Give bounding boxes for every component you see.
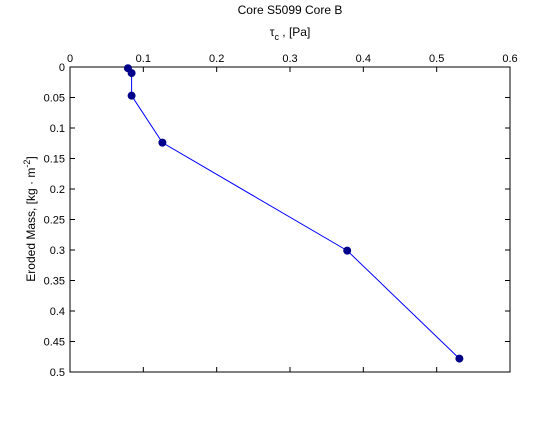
y-tick-label: 0.25 — [44, 215, 65, 227]
plot-area — [69, 66, 511, 373]
x-axis-label-symbol: τ — [270, 25, 275, 39]
y-tick-label: 0.35 — [44, 276, 65, 288]
x-tick-label: 0.4 — [356, 53, 371, 65]
x-axis-label-units: , [Pa] — [279, 25, 310, 39]
y-tick-label: 0 — [59, 62, 65, 74]
x-axis-label-subscript: c — [274, 32, 279, 42]
data-point — [158, 138, 167, 147]
data-point — [343, 246, 352, 255]
x-tick-label: 0 — [67, 53, 73, 65]
series-layer — [123, 64, 464, 363]
series-line — [127, 67, 460, 359]
y-tick-label: 0.1 — [50, 123, 65, 135]
data-point — [127, 69, 136, 78]
y-axis-label-superscript: -2 — [22, 160, 32, 168]
data-point — [127, 91, 136, 100]
x-tick-label: 0.6 — [502, 53, 517, 65]
x-tick-label: 0.1 — [136, 53, 151, 65]
y-tick-label: 0.2 — [50, 184, 65, 196]
data-point — [455, 354, 464, 363]
y-tick-label: 0.45 — [44, 337, 65, 349]
x-axis-label: τc , [Pa] — [270, 25, 311, 42]
y-tick-label: 0.15 — [44, 154, 65, 166]
y-tick-label: 0.05 — [44, 93, 65, 105]
chart-title: Core S5099 Core B — [238, 3, 343, 17]
y-tick-label: 0.3 — [50, 245, 65, 257]
y-tick-label: 0.4 — [50, 306, 65, 318]
x-ticks: 0 0.1 0.2 0.3 0.4 0.5 0.6 — [67, 53, 518, 372]
x-tick-label: 0.2 — [209, 53, 224, 65]
x-tick-label: 0.5 — [429, 53, 444, 65]
y-axis-label-suffix: ] — [24, 156, 38, 159]
y-ticks: 0 0.05 0.1 0.15 0.2 0.25 0.3 0.35 0.4 0.45 0.5 — [44, 62, 510, 379]
y-axis-label-prefix: Eroded Mass, [kg · m — [24, 168, 38, 282]
y-axis-label: Eroded Mass, [kg · m-2] — [22, 156, 38, 281]
y-tick-label: 0.5 — [50, 367, 65, 379]
x-tick-label: 0.3 — [282, 53, 297, 65]
